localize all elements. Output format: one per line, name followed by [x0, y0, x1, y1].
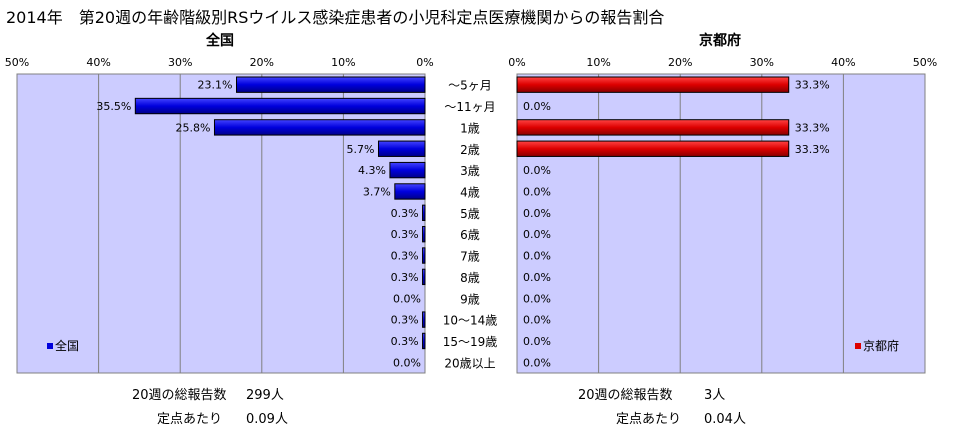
kyoto-panel-title: 京都府: [699, 33, 741, 49]
national-bar: [389, 161, 426, 179]
national-bar: [422, 247, 426, 264]
category-label: 20歳以上: [444, 356, 495, 370]
national-data-label: 5.7%: [347, 143, 375, 156]
national-plot-area: [16, 73, 426, 374]
kyoto-data-label: 0.0%: [523, 164, 551, 177]
national-bar: [422, 225, 426, 243]
category-label: 4歳: [460, 185, 480, 199]
kyoto-data-label: 0.0%: [523, 292, 551, 305]
kyoto-data-label: 0.0%: [523, 228, 551, 241]
national-bar: [377, 140, 426, 157]
national-bar: [213, 119, 426, 136]
national-data-label: 25.8%: [176, 121, 211, 134]
national-data-label: 0.0%: [393, 356, 421, 369]
kyoto-data-label: 0.0%: [523, 335, 551, 348]
national-bar: [422, 332, 426, 350]
kyoto-plot-area: [516, 73, 926, 374]
kyoto-tick-label: 50%: [913, 56, 937, 69]
kyoto-tick-label: 10%: [586, 56, 610, 69]
national-data-label: 0.3%: [391, 228, 419, 241]
category-label: 2歳: [460, 143, 480, 157]
kyoto-data-label: 33.3%: [795, 121, 830, 134]
category-label: ～11ヶ月: [444, 100, 495, 114]
category-label: 5歳: [460, 207, 480, 221]
category-label: 1歳: [460, 121, 480, 135]
national-bar: [394, 183, 426, 200]
kyoto-legend-label: 京都府: [863, 338, 899, 353]
national-data-label: 0.3%: [391, 335, 419, 348]
national-legend-label: 全国: [55, 338, 79, 353]
national-bar: [422, 311, 426, 328]
kyoto-per-value: 0.04人: [704, 412, 746, 427]
national-data-label: 0.3%: [391, 207, 419, 220]
national-tick-label: 20%: [250, 56, 274, 69]
kyoto-bar: [516, 140, 790, 157]
national-bar: [422, 268, 426, 286]
category-label: 9歳: [460, 292, 480, 306]
national-total-label: 20週の総報告数: [132, 388, 227, 403]
kyoto-data-label: 0.0%: [523, 271, 551, 284]
national-bar: [236, 76, 426, 93]
page-title: 2014年 第20週の年齢階級別RSウイルス感染症患者の小児科定点医療機関からの…: [6, 8, 665, 27]
category-label: ～5ヶ月: [448, 79, 492, 93]
national-data-label: 0.3%: [391, 314, 419, 327]
national-data-label: 0.0%: [393, 292, 421, 305]
kyoto-data-label: 0.0%: [523, 185, 551, 198]
national-data-label: 4.3%: [358, 164, 386, 177]
national-data-label: 35.5%: [96, 100, 131, 113]
kyoto-data-label: 33.3%: [795, 143, 830, 156]
kyoto-total-value: 3人: [704, 388, 726, 403]
kyoto-data-label: 0.0%: [523, 207, 551, 220]
category-label: 10～14歳: [443, 314, 498, 328]
national-panel-title: 全国: [206, 33, 234, 49]
kyoto-tick-label: 20%: [668, 56, 692, 69]
kyoto-total-label: 20週の総報告数: [578, 388, 673, 403]
national-data-label: 23.1%: [198, 79, 233, 92]
national-legend-swatch: [47, 343, 53, 349]
category-label: 6歳: [460, 228, 480, 242]
national-tick-label: 10%: [331, 56, 355, 69]
kyoto-bar: [516, 76, 790, 93]
national-per-label: 定点あたり: [157, 412, 223, 427]
national-bar: [134, 97, 426, 115]
kyoto-bar: [516, 119, 790, 136]
kyoto-tick-label: 30%: [750, 56, 774, 69]
national-data-label: 0.3%: [391, 271, 419, 284]
kyoto-data-label: 0.0%: [523, 314, 551, 327]
kyoto-data-label: 0.0%: [523, 250, 551, 263]
kyoto-per-label: 定点あたり: [616, 412, 682, 427]
national-tick-label: 0%: [416, 56, 433, 69]
category-label: 8歳: [460, 271, 480, 285]
national-data-label: 0.3%: [391, 250, 419, 263]
national-tick-label: 40%: [86, 56, 110, 69]
national-tick-label: 30%: [168, 56, 192, 69]
national-bar: [422, 204, 426, 222]
kyoto-data-label: 33.3%: [795, 79, 830, 92]
kyoto-data-label: 0.0%: [523, 100, 551, 113]
national-data-label: 3.7%: [363, 185, 391, 198]
kyoto-tick-label: 40%: [831, 56, 855, 69]
national-tick-label: 50%: [5, 56, 29, 69]
kyoto-data-label: 0.0%: [523, 356, 551, 369]
category-label: 3歳: [460, 164, 480, 178]
national-total-value: 299人: [246, 388, 284, 403]
category-label: 7歳: [460, 250, 480, 264]
kyoto-legend-swatch: [855, 343, 861, 349]
kyoto-tick-label: 0%: [508, 56, 525, 69]
national-per-value: 0.09人: [246, 412, 288, 427]
category-label: 15～19歳: [443, 335, 498, 349]
